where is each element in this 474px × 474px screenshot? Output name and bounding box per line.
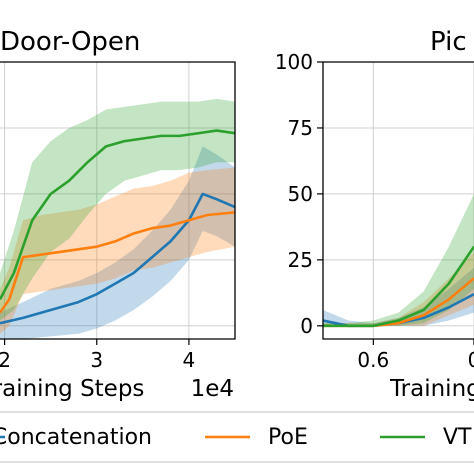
x-tick-label: 2 (0, 348, 11, 372)
axes-frame (322, 61, 474, 340)
line-vt (0, 129, 235, 301)
x-tick-label: 3 (90, 348, 103, 372)
y-ticks: 0 25 50 75 100 (275, 50, 323, 338)
legend-label: VT (443, 425, 472, 450)
door-open-panel: Door-Open 2 3 4 Training Steps 1e4 (0, 27, 236, 402)
y-tick-label: 25 (288, 248, 313, 272)
line-concatenation (0, 192, 235, 325)
series-lines (0, 129, 235, 325)
band-vt (0, 98, 235, 321)
legend-label: PoE (268, 425, 308, 450)
legend-label: Concatenation (0, 425, 152, 450)
x-tick-label: 4 (183, 348, 196, 372)
band-poe (0, 167, 235, 334)
x-offset-label: 1e4 (191, 376, 234, 402)
series-lines (323, 245, 474, 328)
y-tick-label: 100 (275, 50, 313, 74)
panel-title: Door-Open (0, 27, 140, 57)
y-tick-label: 75 (288, 116, 313, 140)
grid (0, 61, 235, 339)
band-vt (323, 193, 474, 326)
x-axis-label: Training Steps (0, 376, 144, 402)
panel-title: Pic (430, 27, 467, 57)
x-tick-label: 0 (468, 348, 474, 372)
x-ticks: 0.60 (357, 339, 474, 372)
band-concatenation (0, 146, 235, 339)
axes-frame (0, 61, 236, 340)
confidence-bands (0, 98, 235, 339)
x-ticks: 2 3 4 (0, 339, 195, 372)
y-tick-label: 50 (288, 182, 313, 206)
line-poe (0, 211, 235, 314)
x-tick-label: 0.6 (357, 348, 389, 372)
x-axis-label: Training (389, 376, 474, 402)
line-vt (323, 245, 474, 328)
y-tick-label: 0 (300, 314, 313, 338)
legend: Concatenation PoE VT (0, 411, 474, 463)
